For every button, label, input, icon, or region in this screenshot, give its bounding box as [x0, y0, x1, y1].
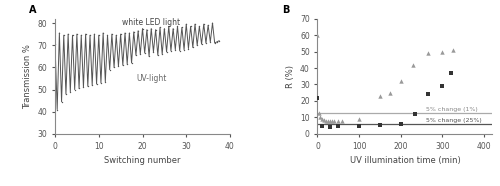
Y-axis label: Transmission %: Transmission %	[23, 44, 32, 109]
Point	[330, 119, 338, 122]
Text: 5% change (25%): 5% change (25%)	[426, 118, 482, 123]
Point	[438, 85, 446, 88]
Point	[438, 50, 446, 53]
Point	[424, 93, 432, 96]
Point	[316, 116, 324, 119]
Text: 5% change (1%): 5% change (1%)	[426, 107, 478, 112]
Point	[328, 119, 336, 122]
Point	[355, 124, 363, 127]
Point	[449, 48, 457, 51]
Text: UV-light: UV-light	[136, 74, 166, 83]
Point	[338, 119, 346, 122]
Point	[376, 123, 384, 126]
Text: A: A	[29, 5, 36, 15]
Point	[314, 96, 322, 99]
Text: white LED light: white LED light	[122, 18, 180, 27]
Point	[334, 119, 342, 122]
Y-axis label: R (%): R (%)	[286, 65, 294, 88]
Point	[386, 91, 394, 94]
Text: B: B	[282, 5, 290, 15]
Point	[447, 71, 455, 74]
Point	[376, 94, 384, 97]
X-axis label: UV illumination time (min): UV illumination time (min)	[350, 156, 461, 165]
Point	[314, 111, 322, 114]
Point	[334, 124, 342, 127]
Point	[326, 125, 334, 128]
Point	[322, 119, 330, 122]
Point	[424, 52, 432, 55]
Point	[324, 119, 332, 122]
Point	[412, 113, 420, 116]
Point	[410, 63, 418, 66]
Point	[318, 118, 326, 121]
Point	[326, 119, 334, 122]
Point	[355, 118, 363, 121]
Point	[397, 123, 405, 126]
Point	[397, 80, 405, 83]
Point	[320, 118, 328, 121]
Point	[314, 34, 322, 37]
Point	[318, 124, 326, 127]
X-axis label: Switching number: Switching number	[104, 156, 181, 165]
